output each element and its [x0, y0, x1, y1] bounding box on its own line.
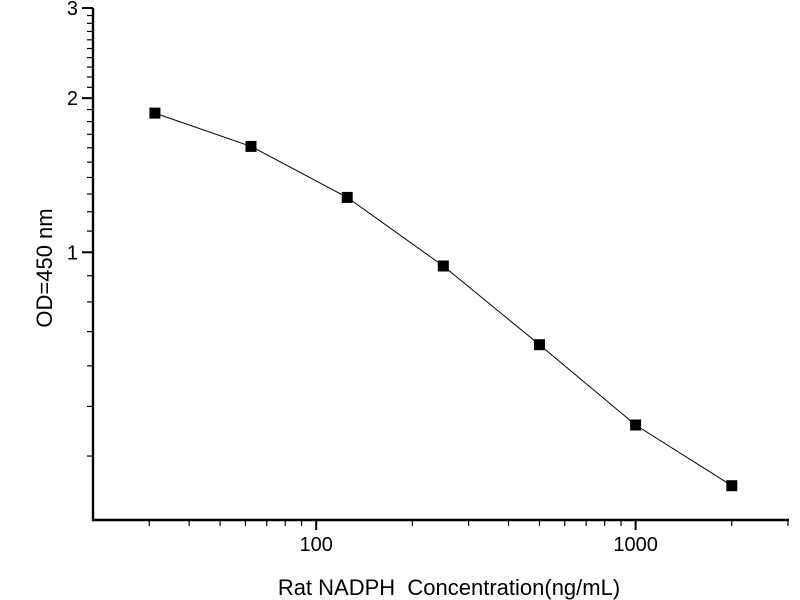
x-axis-ticks: [148, 520, 789, 530]
x-tick-label: 1000: [613, 534, 658, 556]
axes: [91, 8, 789, 522]
data-point-marker: [341, 191, 353, 203]
y-axis-tick-labels: 1 2 3: [67, 0, 78, 264]
x-axis-tick-labels: 100 1000: [300, 534, 658, 556]
data-point-marker: [630, 419, 642, 431]
x-tick-label: 100: [300, 534, 333, 556]
y-axis-ticks: [82, 7, 93, 457]
data-point-marker: [437, 260, 449, 272]
data-point-marker: [149, 107, 161, 119]
data-point-marker: [534, 339, 545, 351]
y-tick-label: 3: [67, 0, 78, 20]
data-series: [149, 107, 738, 492]
data-point-marker: [726, 480, 738, 492]
y-tick-label: 1: [67, 242, 78, 264]
y-axis-title: OD=450 nm: [32, 208, 57, 327]
y-tick-label: 2: [67, 88, 78, 110]
data-point-marker: [245, 140, 257, 152]
x-axis-title: Rat NADPH Concentration(ng/mL): [278, 575, 620, 600]
series-line: [154, 112, 733, 487]
